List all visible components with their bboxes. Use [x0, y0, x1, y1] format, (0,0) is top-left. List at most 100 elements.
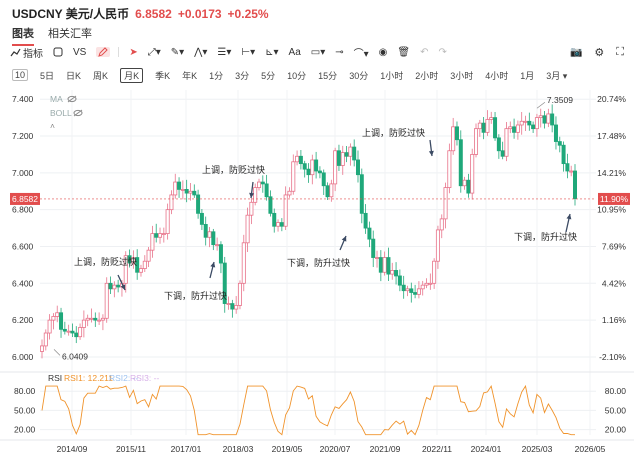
- candle-body: [424, 282, 429, 286]
- candle-body: [302, 163, 307, 170]
- period-item[interactable]: 15分: [318, 70, 338, 81]
- annotations: 上调，防贬过快 下调，防升过快 上调，防贬过快 下调，防升过快 上调，防贬过快 …: [74, 127, 577, 301]
- candle-body: [43, 332, 48, 347]
- price-label-button[interactable]: ⊸: [335, 47, 343, 58]
- fib-button[interactable]: ☰▾: [217, 47, 231, 58]
- eye-off-icon[interactable]: [73, 109, 83, 117]
- camera-icon[interactable]: 📷: [569, 46, 583, 58]
- tab-bar: 图表 相关汇率: [12, 25, 92, 46]
- period-custom-box[interactable]: 10: [12, 69, 29, 81]
- cursor-icon: ➤: [129, 46, 138, 58]
- candle-body: [108, 282, 113, 290]
- cursor-button[interactable]: ➤: [129, 47, 137, 58]
- last-price: 6.8582: [135, 7, 172, 21]
- candle-body: [112, 284, 117, 290]
- comment-button[interactable]: ▭▾: [311, 47, 325, 58]
- period-item[interactable]: 3分: [235, 70, 250, 81]
- pencil-button[interactable]: [96, 47, 111, 57]
- period-item[interactable]: 日K: [66, 70, 82, 81]
- toolbar-divider: [118, 47, 120, 57]
- pen-button[interactable]: ✎▾: [171, 47, 184, 58]
- indicator-button[interactable]: 指标: [10, 45, 43, 60]
- candle-body: [89, 317, 94, 320]
- price-tick-label: 7.000: [12, 168, 34, 178]
- brush-icon: ⌒▾: [353, 48, 369, 60]
- candle-body: [386, 257, 391, 275]
- period-item[interactable]: 1月: [520, 70, 535, 81]
- eye-off-icon[interactable]: [67, 95, 77, 103]
- fib-icon: ☰▾: [217, 46, 232, 58]
- ruler-button[interactable]: ⊾▾: [265, 47, 278, 58]
- period-item[interactable]: 1分: [209, 70, 224, 81]
- candle-body: [62, 328, 67, 332]
- candle-body: [333, 150, 338, 185]
- candle-body: [401, 284, 406, 292]
- period-item[interactable]: 年K: [182, 70, 198, 81]
- rsi3-value: RSI3: --: [130, 373, 159, 383]
- candle-body: [394, 270, 399, 277]
- tab-related-rates[interactable]: 相关汇率: [48, 28, 92, 40]
- period-item-active[interactable]: 月K: [120, 67, 144, 83]
- fullscreen-icon[interactable]: ⛶: [616, 45, 624, 58]
- period-item[interactable]: 5分: [261, 70, 276, 81]
- candle-body: [538, 115, 543, 119]
- period-item[interactable]: 2小时: [415, 70, 439, 81]
- annotation-arrows: [117, 139, 572, 291]
- redo-button[interactable]: ↷: [438, 47, 446, 58]
- candle-body: [447, 150, 452, 188]
- candle-body: [276, 222, 281, 227]
- period-item[interactable]: 5日: [40, 70, 55, 81]
- period-item[interactable]: 4小时: [485, 70, 509, 81]
- candle-body: [253, 187, 258, 203]
- square-button[interactable]: [53, 47, 63, 57]
- period-item[interactable]: 10分: [287, 70, 307, 81]
- price-tick-label: 6.000: [12, 352, 34, 362]
- period-item[interactable]: 3小时: [450, 70, 474, 81]
- candle-body: [561, 144, 566, 165]
- candle-body: [428, 282, 433, 285]
- candle-body: [245, 214, 250, 244]
- annotation-up: 上调，防贬过快: [74, 256, 137, 267]
- pattern-button[interactable]: ⋀▾: [194, 47, 207, 58]
- brush-button[interactable]: ⌒▾: [354, 45, 369, 60]
- period-item[interactable]: 30分: [349, 70, 369, 81]
- tab-chart[interactable]: 图表: [12, 25, 34, 46]
- candle-body: [272, 212, 277, 227]
- candle-body: [344, 152, 349, 157]
- price-tick-label: 7.200: [12, 131, 34, 141]
- trendline-button[interactable]: ⤢▾: [148, 47, 161, 58]
- candle-body: [81, 319, 86, 328]
- measure-button[interactable]: ⊢▾: [241, 47, 255, 58]
- symbol-title: USDCNY 美元/人民币: [12, 7, 130, 21]
- undo-button[interactable]: ↶: [420, 47, 428, 58]
- redo-icon: ↷: [438, 46, 447, 58]
- candle-body: [104, 282, 109, 319]
- candle-body: [481, 122, 486, 133]
- eye-button[interactable]: ◉: [379, 47, 388, 58]
- percent-tick-label: 4.42%: [602, 278, 627, 288]
- period-item[interactable]: 季K: [155, 70, 171, 81]
- rsi-tick-label: 20.00: [14, 425, 36, 435]
- candle-body: [260, 181, 265, 185]
- text-tool-button[interactable]: Aa: [288, 46, 301, 58]
- candle-body: [199, 212, 204, 225]
- period-item[interactable]: 周K: [93, 70, 109, 81]
- candle-body: [116, 284, 121, 288]
- candle-body: [207, 231, 212, 238]
- candle-body: [565, 163, 570, 172]
- settings-icon[interactable]: ⚙: [594, 46, 605, 59]
- candle-body: [325, 185, 330, 198]
- collapse-chevron-icon[interactable]: ˄: [50, 121, 55, 131]
- candle-body: [458, 139, 463, 187]
- percent-tick-label: 1.16%: [602, 315, 627, 325]
- period-item[interactable]: 1小时: [380, 70, 404, 81]
- candle-body: [409, 288, 414, 293]
- candle-body: [542, 115, 547, 124]
- trash-button[interactable]: 🗑: [397, 47, 410, 58]
- period-item[interactable]: 3月 ▾: [546, 70, 568, 81]
- time-tick-label: 2026/05: [575, 444, 606, 454]
- candle-body: [138, 268, 143, 273]
- vs-compare-button[interactable]: VS: [73, 46, 87, 58]
- candle-body: [222, 262, 227, 304]
